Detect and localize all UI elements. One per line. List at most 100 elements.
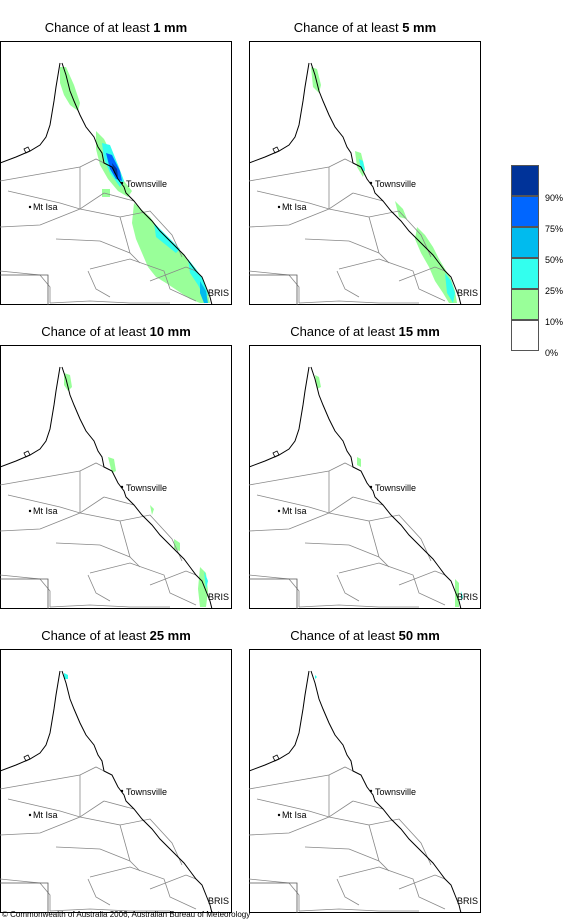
townsville-label: Townsville xyxy=(375,483,416,493)
map-svg: Townsville Mt Isa BRIS xyxy=(0,41,232,305)
rain-probability-area xyxy=(359,159,365,171)
district-boundary xyxy=(336,878,360,906)
district-boundary xyxy=(249,462,354,486)
brisbane-label: BRIS xyxy=(208,896,229,906)
panel-title: Chance of at least 1 mm xyxy=(44,20,188,35)
island-outline xyxy=(272,450,280,458)
district-boundary xyxy=(338,562,446,606)
rain-probability-area xyxy=(102,189,110,197)
district-boundary xyxy=(368,818,432,866)
rain-probability-area xyxy=(112,163,118,177)
coastline xyxy=(310,670,462,913)
legend-swatch-10 xyxy=(511,289,539,320)
district-boundary xyxy=(352,496,384,506)
panel-title: Chance of at least 50 mm xyxy=(290,628,440,643)
island-outline xyxy=(23,450,31,458)
district-boundary xyxy=(0,512,81,532)
rain-probability-area xyxy=(445,273,455,303)
townsville-marker xyxy=(120,181,124,185)
rain-probability-area xyxy=(315,675,317,679)
inset-box xyxy=(249,578,298,609)
mt-isa-label: Mt Isa xyxy=(33,202,58,212)
coastline xyxy=(310,366,462,609)
mt-isa-marker xyxy=(277,205,281,209)
mt-isa-marker xyxy=(28,813,32,817)
legend-swatch-25 xyxy=(511,258,539,289)
coastline xyxy=(61,670,213,913)
map-svg: Townsville Mt Isa BRIS xyxy=(249,41,481,305)
legend-swatch-90 xyxy=(511,165,539,196)
legend: 90% 75% 50% 25% 10% 0% xyxy=(511,165,569,365)
district-boundary xyxy=(49,604,170,608)
district-boundary xyxy=(79,208,141,264)
townsville-label: Townsville xyxy=(126,483,167,493)
district-boundary xyxy=(119,818,183,866)
mt-isa-label: Mt Isa xyxy=(282,810,307,820)
district-boundary xyxy=(328,512,390,568)
district-boundary xyxy=(89,258,197,302)
panel-title: Chance of at least 15 mm xyxy=(290,324,440,339)
rain-probability-area xyxy=(395,201,407,219)
district-boundary xyxy=(0,208,81,228)
district-boundary xyxy=(398,874,446,890)
townsville-label: Townsville xyxy=(375,179,416,189)
map-frame xyxy=(0,649,232,913)
mt-isa-label: Mt Isa xyxy=(33,810,58,820)
district-boundary xyxy=(103,496,135,506)
district-boundary xyxy=(89,562,197,606)
gulf-coastline xyxy=(0,366,61,468)
district-boundary xyxy=(352,800,384,810)
district-boundary xyxy=(338,866,446,910)
mt-isa-label: Mt Isa xyxy=(282,202,307,212)
map-svg: Townsville Mt Isa BRIS xyxy=(0,649,232,913)
legend-swatch-0 xyxy=(511,320,539,351)
district-boundary xyxy=(87,878,111,906)
brisbane-label: BRIS xyxy=(208,592,229,602)
district-boundary xyxy=(49,300,170,304)
coastline xyxy=(61,62,213,305)
island-outline xyxy=(272,146,280,154)
district-boundary xyxy=(149,266,197,282)
mt-isa-label: Mt Isa xyxy=(282,506,307,516)
map-15mm: Townsville Mt Isa BRIS xyxy=(249,345,481,609)
district-boundary xyxy=(328,816,390,872)
inset-box xyxy=(0,578,49,609)
coastline xyxy=(310,62,462,305)
rain-probability-area xyxy=(150,505,154,515)
townsville-marker xyxy=(369,181,373,185)
district-boundary xyxy=(0,878,51,911)
district-boundary xyxy=(249,208,330,228)
district-boundary xyxy=(0,816,81,836)
map-frame xyxy=(249,345,481,609)
rain-probability-area xyxy=(108,457,116,473)
gulf-coastline xyxy=(249,62,310,164)
district-boundary xyxy=(398,570,446,586)
district-boundary xyxy=(256,190,354,210)
district-boundary xyxy=(0,270,51,303)
map-10mm: Townsville Mt Isa BRIS xyxy=(0,345,232,609)
panel-title: Chance of at least 25 mm xyxy=(41,628,191,643)
district-boundary xyxy=(352,192,384,202)
district-boundary xyxy=(298,300,419,304)
district-boundary xyxy=(119,514,183,562)
district-boundary xyxy=(398,266,446,282)
district-boundary xyxy=(7,190,105,210)
legend-swatch-50 xyxy=(511,227,539,258)
district-boundary xyxy=(103,192,135,202)
district-boundary xyxy=(149,874,197,890)
district-boundary xyxy=(87,574,111,602)
district-boundary xyxy=(249,574,300,607)
district-boundary xyxy=(256,494,354,514)
inset-box xyxy=(249,274,298,305)
district-boundary xyxy=(7,494,105,514)
district-boundary xyxy=(0,574,51,607)
rain-probability-area xyxy=(174,539,180,551)
district-boundary xyxy=(304,846,380,862)
district-boundary xyxy=(0,766,105,790)
district-boundary xyxy=(0,158,105,182)
district-boundary xyxy=(304,238,380,254)
coastline xyxy=(61,366,213,609)
townsville-label: Townsville xyxy=(126,179,167,189)
district-boundary xyxy=(55,238,131,254)
map-50mm: Townsville Mt Isa BRIS xyxy=(249,649,481,913)
